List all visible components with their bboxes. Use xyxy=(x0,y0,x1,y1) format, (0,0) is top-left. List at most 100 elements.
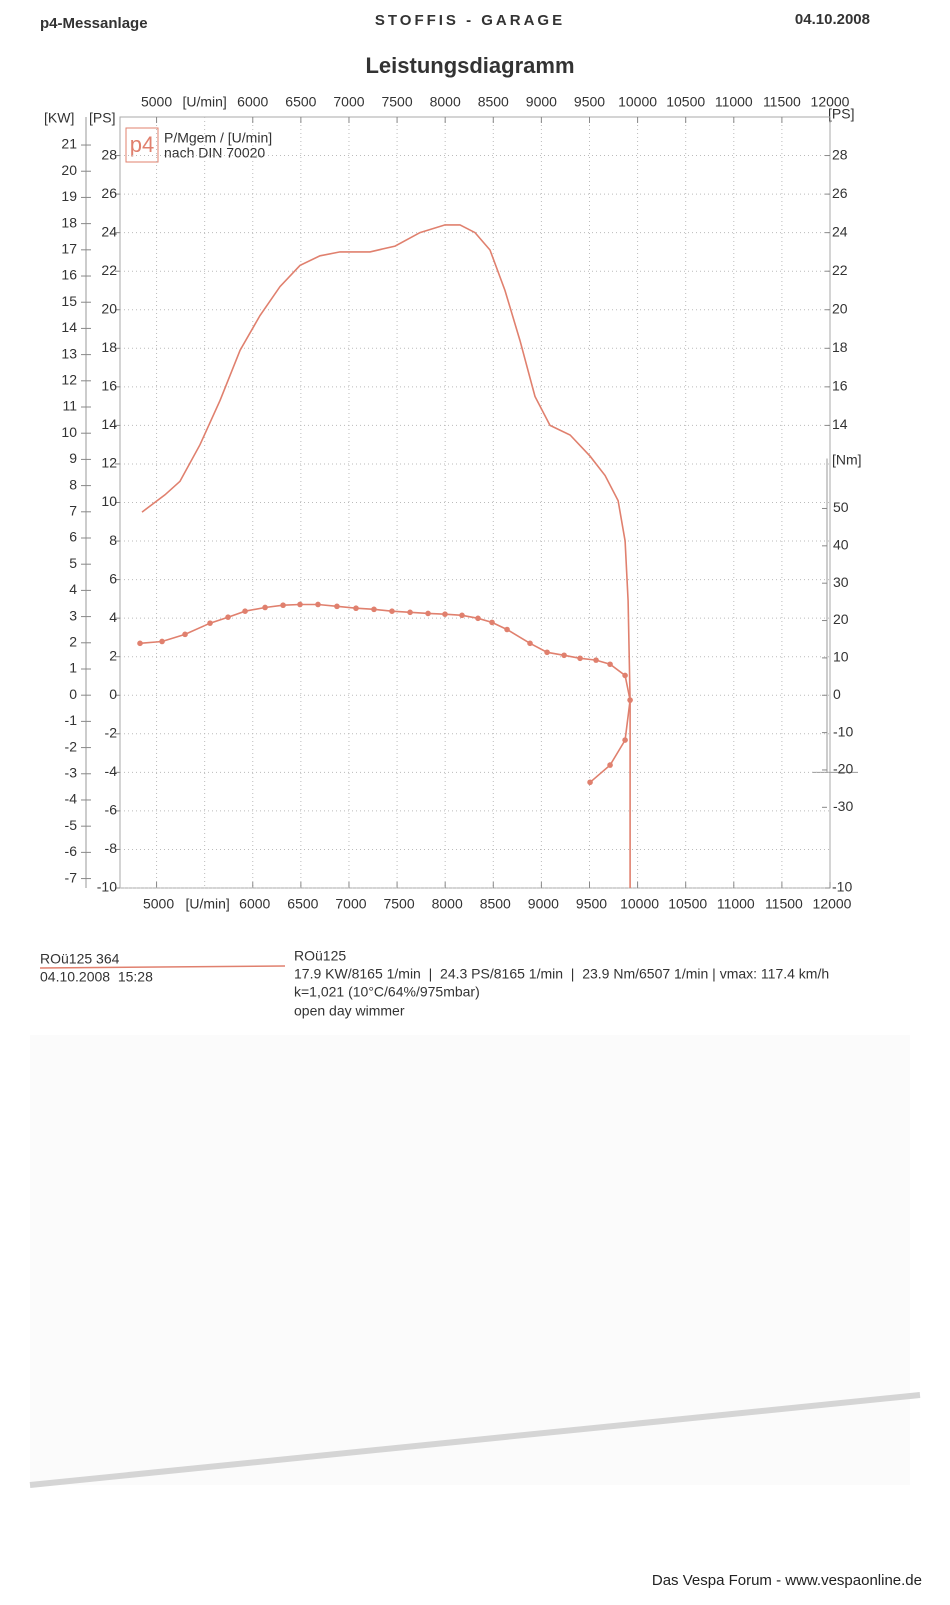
x-tick-label: 7000 xyxy=(335,896,366,912)
kw-tick-label: 11 xyxy=(62,398,77,414)
y-tick-label: -10 xyxy=(97,879,117,895)
data-point xyxy=(407,609,413,616)
kw-tick-label: -2 xyxy=(65,738,78,754)
kw-tick-label: 20 xyxy=(61,162,77,178)
right-ps-tick-label: 18 xyxy=(832,339,848,355)
kw-tick-label: 16 xyxy=(61,267,77,283)
kw-tick-label: 0 xyxy=(69,686,77,702)
header-left: p4-Messanlage xyxy=(40,15,148,32)
paper-fold xyxy=(29,1392,921,1488)
data-point xyxy=(544,649,550,656)
data-point xyxy=(607,661,613,668)
data-point xyxy=(182,631,188,638)
x-tick-label: 11000 xyxy=(717,896,755,912)
y-tick-label: 16 xyxy=(101,378,117,394)
x-tick-label: 11000 xyxy=(715,94,753,110)
data-point xyxy=(280,602,286,609)
data-point xyxy=(297,601,303,608)
y-tick-label: 6 xyxy=(109,570,117,586)
y-tick-label: 4 xyxy=(109,609,117,625)
x-tick-label: 6000 xyxy=(239,896,270,912)
run-id: ROü125 364 xyxy=(40,951,120,967)
right-ps-tick-label: 26 xyxy=(832,185,848,201)
y-axis-label: [PS] xyxy=(89,110,115,126)
right-ps-tick-label: 20 xyxy=(832,300,848,316)
data-point xyxy=(425,610,431,617)
kw-tick-label: 21 xyxy=(61,136,77,152)
data-point xyxy=(334,603,340,610)
y-tick-label: 12 xyxy=(101,455,117,471)
nm-tick-label: 30 xyxy=(833,574,849,590)
run-datetime: 04.10.2008 15:28 xyxy=(40,969,153,985)
data-point xyxy=(627,697,633,703)
data-point xyxy=(389,608,395,615)
x-tick-label: 12000 xyxy=(811,94,850,110)
kw-tick-label: -5 xyxy=(65,817,78,833)
nm-tick-label: 10 xyxy=(833,649,849,665)
data-point xyxy=(442,611,448,617)
footer: Das Vespa Forum - www.vespaonline.de xyxy=(652,1572,922,1589)
x-axis-label: [U/min] xyxy=(182,94,226,110)
y-tick-label: 14 xyxy=(101,416,117,432)
x-tick-label: 8500 xyxy=(480,896,511,912)
legend-logo: p4 xyxy=(130,132,154,157)
run-note: open day wimmer xyxy=(294,1003,405,1019)
y-tick-label: 0 xyxy=(109,686,117,702)
kw-tick-label: 15 xyxy=(61,293,77,309)
x-tick-label: 9000 xyxy=(528,896,559,912)
y-tick-label: -6 xyxy=(105,802,118,818)
right-ps-tick-label: 16 xyxy=(832,378,848,394)
y-tick-label: -8 xyxy=(105,840,118,856)
kw-tick-label: 1 xyxy=(69,660,77,676)
data-point xyxy=(371,606,377,613)
y-tick-label: 8 xyxy=(109,532,117,548)
x-tick-label: 9500 xyxy=(574,94,605,110)
data-point xyxy=(242,608,248,615)
x-tick-label: 8500 xyxy=(478,94,509,110)
data-point xyxy=(622,737,628,743)
chart-title: Leistungsdiagramm xyxy=(365,53,574,78)
x-tick-label: 11500 xyxy=(765,896,803,912)
y-tick-label: 26 xyxy=(101,185,117,201)
run-summary: 17.9 KW/8165 1/min | 24.3 PS/8165 1/min … xyxy=(294,966,829,982)
x-tick-label: 7500 xyxy=(383,896,414,912)
data-point xyxy=(459,612,465,619)
data-point xyxy=(475,615,481,622)
x-tick-label: 10500 xyxy=(668,896,707,912)
x-tick-label: 5000 xyxy=(143,896,174,912)
data-point xyxy=(225,614,231,620)
x-tick-label: 8000 xyxy=(430,94,461,110)
data-point xyxy=(353,605,359,612)
kw-tick-label: 19 xyxy=(61,188,77,204)
data-point xyxy=(527,640,533,647)
data-point xyxy=(262,604,268,611)
data-point xyxy=(315,601,321,608)
header-right: 04.10.2008 xyxy=(795,11,870,28)
x-tick-label: 6000 xyxy=(237,94,268,110)
kw-tick-label: 6 xyxy=(69,529,77,545)
data-point xyxy=(489,619,495,626)
kw-tick-label: 18 xyxy=(61,214,77,230)
x-tick-label: 11500 xyxy=(763,94,801,110)
kw-tick-label: -1 xyxy=(65,712,78,728)
right-ps-tick-label: 28 xyxy=(832,146,848,162)
y-tick-label: 28 xyxy=(101,146,117,162)
x-tick-label: 9500 xyxy=(576,896,607,912)
x-tick-label: 6500 xyxy=(285,94,316,110)
y-tick-label: 10 xyxy=(101,493,117,509)
y-tick-label: 22 xyxy=(101,262,117,278)
nm-tick-label: 0 xyxy=(833,686,841,702)
x-axis-label: [U/min] xyxy=(185,896,229,912)
kw-tick-label: -6 xyxy=(65,843,78,859)
run-name: ROü125 xyxy=(294,948,346,964)
x-tick-label: 7000 xyxy=(333,94,364,110)
nm-axis-label: [Nm] xyxy=(832,452,862,468)
y-tick-label: 20 xyxy=(101,300,117,316)
kw-tick-label: 9 xyxy=(69,450,77,466)
y-tick-label: 24 xyxy=(101,223,117,239)
right-ps-tick-label: 24 xyxy=(832,223,848,239)
nm-tick-label: 20 xyxy=(833,611,849,627)
header-center: STOFFIS - GARAGE xyxy=(375,12,565,29)
nm-tick-label: -10 xyxy=(833,723,853,739)
